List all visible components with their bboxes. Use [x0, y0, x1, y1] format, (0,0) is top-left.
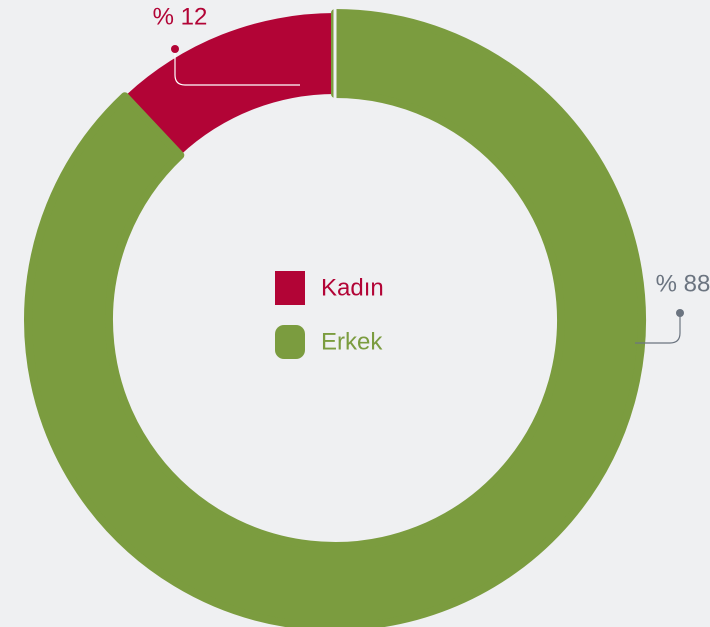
legend-swatch: [275, 271, 305, 305]
legend-label: Erkek: [321, 328, 383, 355]
callout-dot: [676, 309, 684, 317]
value-label: % 88: [656, 270, 710, 297]
donut-slice: [24, 9, 646, 627]
legend-label: Kadın: [321, 274, 384, 301]
callout-line: [635, 313, 681, 344]
callout-dot: [171, 45, 179, 53]
legend-swatch: [275, 325, 305, 359]
callout-line: [174, 49, 300, 86]
value-label: % 12: [153, 3, 208, 30]
donut-slice: [124, 13, 335, 156]
